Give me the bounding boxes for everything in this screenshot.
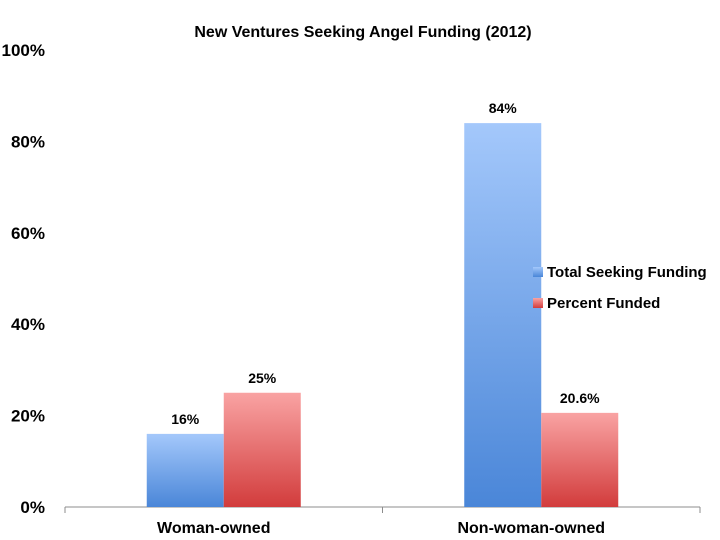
legend-swatch	[533, 298, 543, 308]
bar-total-seeking-woman-owned	[146, 433, 224, 507]
axes	[64, 506, 701, 513]
y-tick-label: 80%	[11, 132, 45, 151]
legend: Total Seeking Funding Percent Funded	[533, 264, 707, 312]
bar-percent-funded-woman-owned	[223, 392, 301, 507]
legend-label: Percent Funded	[547, 295, 660, 312]
bars	[146, 123, 619, 508]
chart-title: New Ventures Seeking Angel Funding (2012…	[194, 24, 531, 41]
y-tick-label: 60%	[11, 224, 45, 243]
data-label: 25%	[248, 370, 277, 386]
y-tick-label: 40%	[11, 315, 45, 334]
y-axis-ticks: 0% 20% 40% 60% 80% 100%	[2, 41, 45, 517]
x-tick-label: Woman-owned	[157, 520, 270, 537]
legend-label: Total Seeking Funding	[547, 264, 707, 281]
x-tick-label: Non-woman-owned	[457, 520, 605, 537]
y-tick-label: 0%	[20, 498, 45, 517]
bar-total-seeking-non-woman-owned	[464, 123, 542, 508]
data-label: 84%	[489, 100, 518, 116]
x-axis-labels: Woman-owned Non-woman-owned	[157, 520, 605, 537]
legend-swatch	[533, 267, 543, 277]
y-tick-label: 20%	[11, 407, 45, 426]
data-label: 20.6%	[560, 390, 600, 406]
data-label: 16%	[171, 411, 200, 427]
y-tick-label: 100%	[2, 41, 45, 60]
data-labels: 16% 25% 84% 20.6%	[171, 100, 600, 427]
bar-percent-funded-non-woman-owned	[541, 412, 619, 507]
